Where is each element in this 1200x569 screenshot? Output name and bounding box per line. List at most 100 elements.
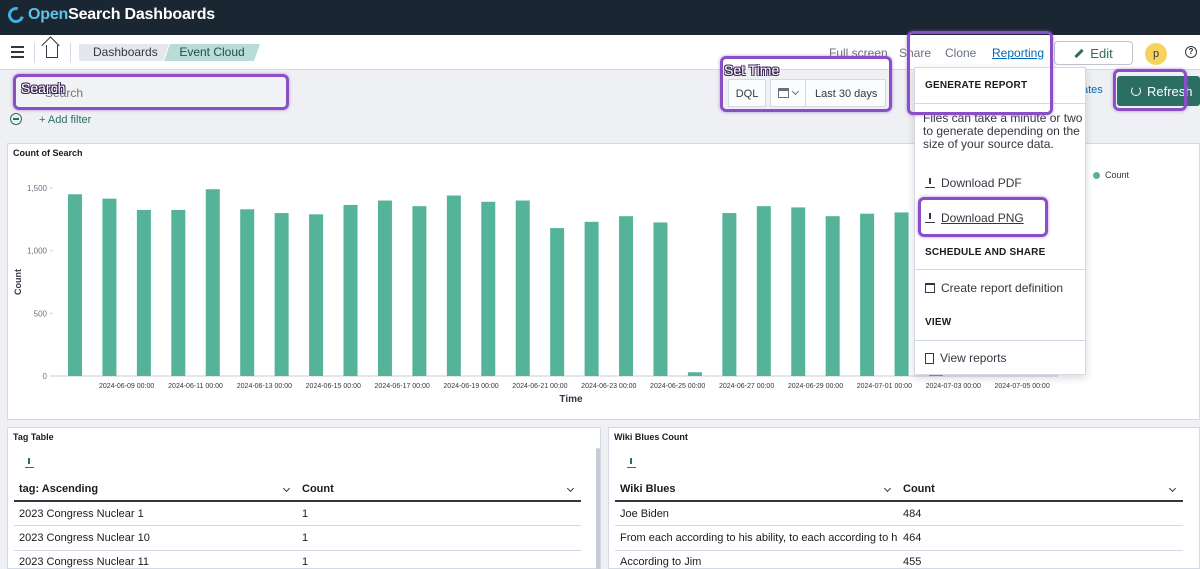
chevron-down-icon[interactable] bbox=[282, 484, 291, 492]
refresh-icon bbox=[1131, 86, 1141, 96]
menu-icon[interactable] bbox=[11, 46, 24, 58]
download-icon bbox=[925, 213, 935, 223]
bar bbox=[309, 214, 324, 376]
y-tick-label: 1,500 bbox=[27, 184, 48, 193]
bar bbox=[377, 200, 392, 376]
bar bbox=[240, 209, 255, 376]
bar bbox=[481, 201, 496, 376]
query-language-button[interactable]: DQL bbox=[728, 79, 766, 107]
bar bbox=[653, 222, 668, 376]
download-png-highlight bbox=[918, 197, 1048, 237]
filter-bar: + Add filter bbox=[0, 110, 1200, 132]
wiki-table-panel: Wiki Blues Count Wiki Blues Count Joe Bi… bbox=[608, 427, 1200, 569]
download-icon bbox=[925, 178, 935, 188]
document-icon bbox=[925, 352, 934, 364]
x-tick-label: 2024-06-11 00:00 bbox=[168, 383, 223, 390]
brand-logo[interactable]: OpenSearch Dashboards bbox=[5, 4, 215, 26]
help-icon[interactable]: ? bbox=[1185, 46, 1197, 58]
table-cell: 2023 Congress Nuclear 10 bbox=[14, 525, 297, 551]
view-reports-label: View reports bbox=[940, 351, 1007, 365]
bar bbox=[825, 216, 840, 376]
edit-button[interactable]: Edit bbox=[1054, 41, 1133, 65]
column-header-count[interactable]: Count bbox=[898, 477, 1183, 502]
chevron-down-icon[interactable] bbox=[566, 484, 575, 492]
bar bbox=[894, 212, 909, 376]
report-description: Files can take a minute or two to genera… bbox=[923, 111, 1083, 151]
table-row: 2023 Congress Nuclear 10 1 bbox=[14, 525, 581, 551]
bar bbox=[550, 228, 565, 376]
bar bbox=[446, 195, 461, 376]
view-reports-item[interactable]: View reports bbox=[925, 351, 1006, 365]
tag-table: tag: Ascending Count 2023 Congress Nucle… bbox=[14, 477, 581, 569]
create-report-definition-item[interactable]: Create report definition bbox=[925, 281, 1063, 295]
menu-divider bbox=[915, 340, 1087, 341]
table-cell: From each according to his ability, to e… bbox=[615, 525, 898, 551]
menu-divider bbox=[915, 103, 1087, 104]
filter-options-icon[interactable] bbox=[10, 113, 22, 125]
edit-button-label: Edit bbox=[1090, 45, 1113, 61]
legend-color-dot bbox=[1093, 171, 1100, 179]
refresh-label: Refresh bbox=[1147, 83, 1193, 99]
time-range-display[interactable]: Last 30 days bbox=[806, 79, 886, 107]
brand-open-text: Open bbox=[28, 6, 69, 23]
x-tick-label: 2024-06-13 00:00 bbox=[237, 383, 292, 390]
bar bbox=[68, 194, 82, 376]
bar bbox=[205, 189, 220, 376]
clone-link[interactable]: Clone bbox=[945, 46, 977, 60]
home-icon[interactable] bbox=[46, 45, 58, 58]
show-updates-link[interactable]: ates bbox=[1082, 84, 1103, 96]
tag-table-title: Tag Table bbox=[13, 432, 54, 442]
table-cell: Joe Biden bbox=[615, 501, 898, 526]
table-row: Joe Biden 484 bbox=[615, 501, 1183, 526]
tag-table-panel: Tag Table tag: Ascending Count 2023 Cong… bbox=[7, 427, 601, 569]
download-pdf-label: Download PDF bbox=[941, 176, 1022, 190]
chevron-down-icon[interactable] bbox=[883, 484, 892, 492]
create-report-definition-label: Create report definition bbox=[941, 281, 1064, 295]
table-cell: 455 bbox=[898, 550, 1183, 569]
download-png-label: Download PNG bbox=[941, 211, 1024, 225]
chevron-down-icon[interactable] bbox=[1168, 484, 1177, 492]
table-cell: 2023 Congress Nuclear 1 bbox=[14, 501, 297, 526]
schedule-share-heading: SCHEDULE AND SHARE bbox=[925, 247, 1046, 258]
table-cell: According to Jim bbox=[615, 550, 898, 569]
menu-divider bbox=[915, 269, 1087, 270]
y-tick-label: 500 bbox=[34, 309, 48, 318]
bar bbox=[687, 372, 702, 376]
bar bbox=[756, 206, 771, 376]
scrollbar[interactable] bbox=[596, 448, 600, 569]
table-row: According to Jim 455 bbox=[615, 550, 1183, 569]
download-png-item[interactable]: Download PNG bbox=[925, 211, 1024, 225]
bar bbox=[722, 213, 737, 376]
bar bbox=[791, 207, 806, 376]
column-header-tag[interactable]: tag: Ascending bbox=[14, 477, 297, 502]
chart-legend[interactable]: Count bbox=[1093, 170, 1129, 180]
column-header-count[interactable]: Count bbox=[297, 477, 581, 502]
bar bbox=[171, 209, 186, 376]
download-icon[interactable] bbox=[627, 458, 636, 468]
set-time-annotation-label: Set Time bbox=[724, 62, 780, 78]
nav-divider bbox=[34, 43, 35, 63]
x-tick-label: 2024-06-25 00:00 bbox=[650, 383, 705, 390]
table-row: From each according to his ability, to e… bbox=[615, 525, 1183, 551]
download-icon[interactable] bbox=[25, 458, 34, 468]
wiki-table-title: Wiki Blues Count bbox=[614, 432, 688, 442]
bar bbox=[619, 216, 634, 376]
x-tick-label: 2024-06-23 00:00 bbox=[581, 383, 636, 390]
x-tick-label: 2024-06-27 00:00 bbox=[719, 383, 774, 390]
breadcrumb-dashboards[interactable]: Dashboards bbox=[79, 44, 169, 61]
date-quick-select[interactable] bbox=[770, 79, 806, 107]
wiki-table: Wiki Blues Count Joe Biden 484 From each … bbox=[615, 477, 1183, 569]
nav-divider bbox=[70, 43, 71, 63]
table-cell: 1 bbox=[297, 525, 581, 551]
legend-label: Count bbox=[1105, 170, 1130, 180]
search-input[interactable] bbox=[14, 79, 286, 107]
column-header-wiki-blues[interactable]: Wiki Blues bbox=[615, 477, 898, 502]
search-annotation-label: Search bbox=[21, 80, 66, 96]
download-pdf-item[interactable]: Download PDF bbox=[925, 176, 1022, 190]
calendar-icon bbox=[778, 88, 789, 98]
x-axis-label: Time bbox=[559, 394, 583, 405]
reporting-link[interactable]: Reporting bbox=[992, 46, 1045, 60]
avatar[interactable]: p bbox=[1145, 43, 1167, 65]
bar bbox=[136, 209, 151, 376]
add-filter-button[interactable]: + Add filter bbox=[39, 114, 92, 126]
